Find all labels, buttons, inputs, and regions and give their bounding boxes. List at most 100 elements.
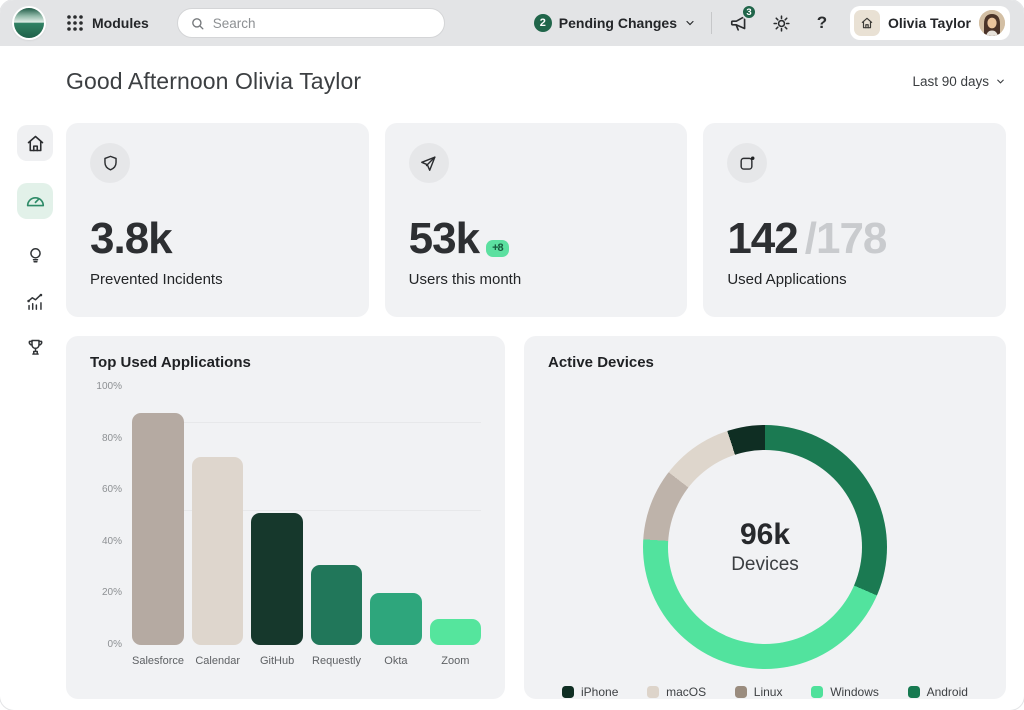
- stat-number: 3.8k: [90, 217, 172, 261]
- user-menu[interactable]: Olivia Taylor: [850, 6, 1010, 40]
- donut-center-label: Devices: [731, 554, 799, 576]
- donut-center: 96k Devices: [643, 425, 887, 669]
- x-tick-label: Requestly: [311, 655, 362, 667]
- stat-number-used: 142: [727, 217, 797, 261]
- legend-label: Windows: [830, 685, 879, 699]
- send-arrow-icon: [409, 143, 449, 183]
- modules-button[interactable]: Modules: [66, 14, 149, 32]
- stat-value: 142/178: [727, 217, 982, 261]
- bar-calendar: [192, 457, 244, 645]
- legend-item-android: Android: [908, 685, 968, 699]
- x-tick-label: Salesforce: [132, 655, 184, 667]
- sidebar-item-dashboard[interactable]: [17, 183, 53, 219]
- dashboard-app: Modules 2 Pending Changes: [0, 0, 1024, 710]
- legend-item-linux: Linux: [735, 685, 783, 699]
- user-avatar: [979, 10, 1005, 36]
- help-button[interactable]: ?: [809, 10, 835, 36]
- stats-row: 3.8k Prevented Incidents 53k +8 Users th…: [66, 123, 1006, 317]
- modules-label: Modules: [92, 15, 149, 31]
- date-range-value: Last 90 days: [912, 74, 989, 89]
- bar-github: [251, 513, 303, 645]
- bars-container: [132, 387, 481, 645]
- stat-label: Used Applications: [727, 271, 982, 288]
- stat-card-prevented-incidents: 3.8k Prevented Incidents: [66, 123, 369, 317]
- pending-changes-button[interactable]: 2 Pending Changes: [534, 14, 696, 32]
- user-name: Olivia Taylor: [888, 15, 971, 31]
- chevron-down-icon: [995, 76, 1006, 87]
- legend-item-macos: macOS: [647, 685, 706, 699]
- x-tick-label: Zoom: [430, 655, 481, 667]
- topbar: Modules 2 Pending Changes: [0, 0, 1024, 46]
- stat-number-total: /178: [805, 217, 887, 261]
- legend-swatch: [735, 686, 747, 698]
- bar-requestly: [311, 565, 363, 645]
- notifications-count-badge: 3: [741, 4, 757, 20]
- settings-button[interactable]: [768, 10, 794, 36]
- shield-icon: [90, 143, 130, 183]
- dashboard-gauge-icon: [24, 190, 46, 212]
- topbar-divider: [711, 12, 712, 34]
- bar-chart-y-axis: 0%20%40%60%80%100%: [90, 387, 122, 645]
- stat-label: Prevented Incidents: [90, 271, 345, 288]
- legend-item-windows: Windows: [811, 685, 879, 699]
- bar-salesforce: [132, 413, 184, 645]
- legend-label: macOS: [666, 685, 706, 699]
- grid-icon: [66, 14, 84, 32]
- y-tick-label: 100%: [96, 381, 122, 392]
- chart-title: Active Devices: [548, 354, 982, 371]
- top-used-applications-card: Top Used Applications 0%20%40%60%80%100%…: [66, 336, 505, 699]
- legend-label: Linux: [754, 685, 783, 699]
- bar-chart: 0%20%40%60%80%100%: [90, 387, 481, 645]
- sidebar-item-achievements[interactable]: [17, 333, 53, 361]
- x-tick-label: GitHub: [251, 655, 302, 667]
- announcements-button[interactable]: 3: [727, 10, 753, 36]
- y-tick-label: 0%: [108, 639, 122, 650]
- donut-ring: 96k Devices: [643, 425, 887, 669]
- search-input[interactable]: [213, 16, 432, 31]
- sidebar: [17, 125, 53, 379]
- search-bar: [177, 8, 445, 38]
- y-tick-label: 80%: [102, 433, 122, 444]
- stat-number: 53k: [409, 217, 479, 261]
- delta-badge: +8: [486, 240, 509, 257]
- sidebar-item-analytics[interactable]: [17, 287, 53, 315]
- charts-row: Top Used Applications 0%20%40%60%80%100%…: [66, 336, 1006, 691]
- legend-label: iPhone: [581, 685, 618, 699]
- y-tick-label: 40%: [102, 536, 122, 547]
- brand-logo[interactable]: [14, 8, 44, 38]
- page-title: Good Afternoon Olivia Taylor: [66, 68, 361, 95]
- analytics-trend-icon: [24, 290, 46, 312]
- stat-label: Users this month: [409, 271, 664, 288]
- bar-plot: [132, 387, 481, 645]
- help-question-icon: ?: [817, 13, 827, 33]
- legend-swatch: [908, 686, 920, 698]
- donut-center-value: 96k: [740, 518, 790, 552]
- donut-chart: 96k Devices: [548, 371, 982, 671]
- bar-okta: [370, 593, 422, 645]
- app-window-dot-icon: [727, 143, 767, 183]
- lightbulb-icon: [25, 245, 46, 266]
- sidebar-item-insights[interactable]: [17, 241, 53, 269]
- topbar-right: 2 Pending Changes 3: [534, 6, 1010, 40]
- chevron-down-icon: [684, 17, 696, 29]
- chart-title: Top Used Applications: [90, 354, 481, 371]
- pending-changes-label: Pending Changes: [559, 15, 677, 31]
- gear-icon: [771, 13, 792, 34]
- x-tick-label: Okta: [370, 655, 421, 667]
- home-icon: [25, 133, 46, 154]
- legend-label: Android: [927, 685, 968, 699]
- stat-card-used-applications: 142/178 Used Applications: [703, 123, 1006, 317]
- bar-zoom: [430, 619, 482, 645]
- stat-card-users-this-month: 53k +8 Users this month: [385, 123, 688, 317]
- sidebar-item-home[interactable]: [17, 125, 53, 161]
- active-devices-card: Active Devices 96k Devices iPhone macOS Li…: [524, 336, 1006, 699]
- bar-chart-x-axis: SalesforceCalendarGitHubRequestlyOktaZoo…: [132, 655, 481, 667]
- greeting-row: Good Afternoon Olivia Taylor Last 90 day…: [66, 68, 1006, 95]
- stat-value: 53k +8: [409, 217, 664, 261]
- date-range-selector[interactable]: Last 90 days: [912, 74, 1006, 89]
- stat-value: 3.8k: [90, 217, 345, 261]
- donut-legend: iPhone macOS Linux Windows Android: [548, 685, 982, 699]
- legend-swatch: [647, 686, 659, 698]
- y-tick-label: 20%: [102, 587, 122, 598]
- search-icon: [190, 16, 205, 31]
